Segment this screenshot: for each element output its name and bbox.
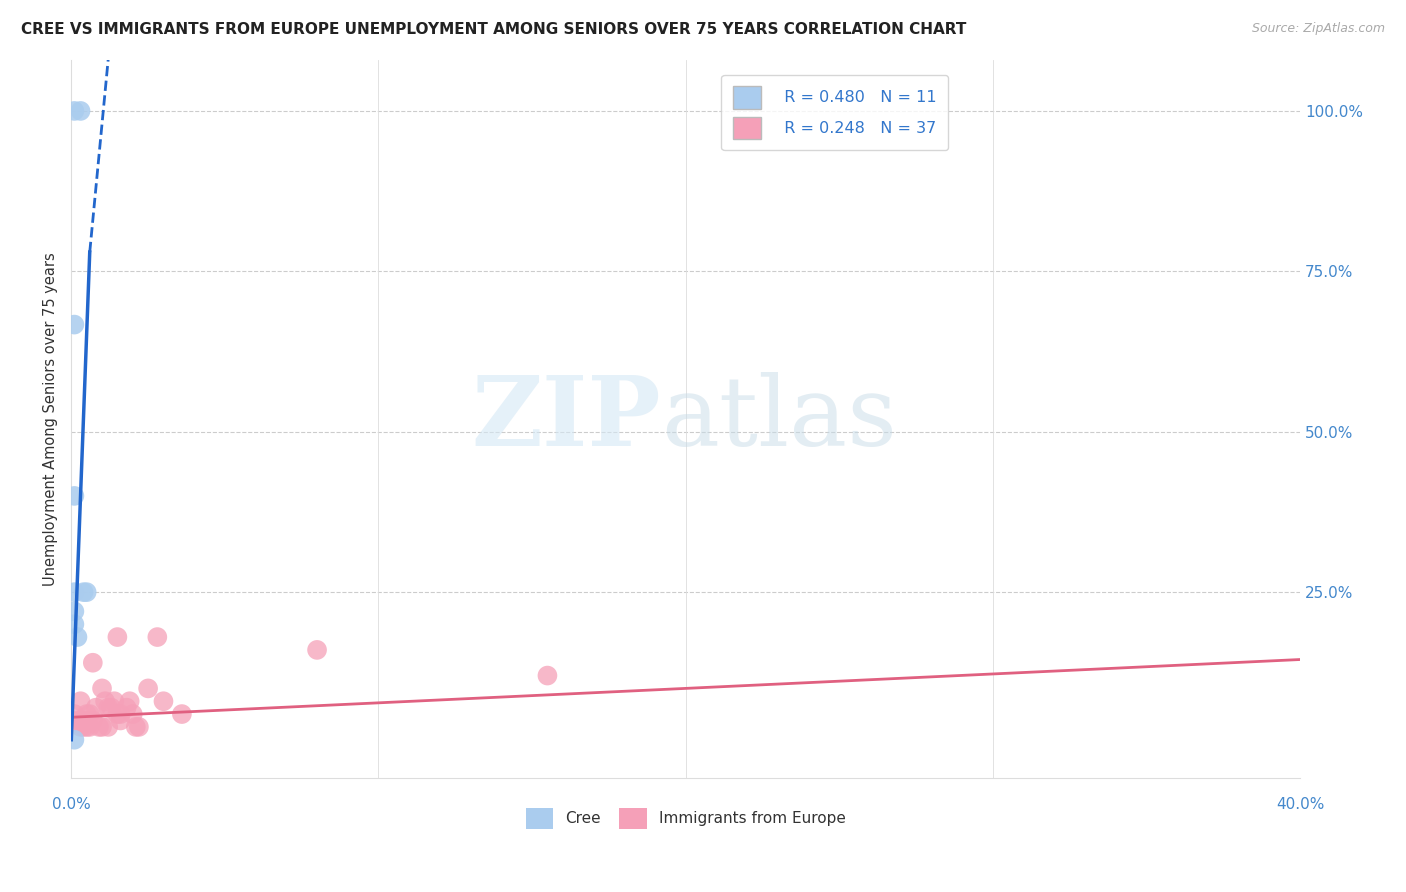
Text: CREE VS IMMIGRANTS FROM EUROPE UNEMPLOYMENT AMONG SENIORS OVER 75 YEARS CORRELAT: CREE VS IMMIGRANTS FROM EUROPE UNEMPLOYM… [21,22,966,37]
Point [72,585,94,599]
Point [91,720,114,734]
Point [76,585,98,599]
Point [146,630,169,644]
Point [536,668,558,682]
Point [79,707,101,722]
Point [63,489,86,503]
Text: 0.0%: 0.0% [52,797,91,812]
Point [105,630,128,644]
Point [63,604,86,618]
Text: 40.0%: 40.0% [1275,797,1324,812]
Point [79,720,101,734]
Point [72,714,94,728]
Point [63,732,86,747]
Point [105,707,128,722]
Point [82,656,104,670]
Point [103,694,125,708]
Point [66,714,89,728]
Point [118,694,141,708]
Legend: Cree, Immigrants from Europe: Cree, Immigrants from Europe [519,801,852,835]
Point [69,714,91,728]
Text: ZIP: ZIP [471,372,661,466]
Point [66,630,89,644]
Point [72,720,94,734]
Y-axis label: Unemployment Among Seniors over 75 years: Unemployment Among Seniors over 75 years [44,252,58,586]
Point [63,585,86,599]
Point [84,700,107,714]
Point [69,103,91,118]
Point [121,707,143,722]
Point [97,720,120,734]
Point [82,714,104,728]
Point [91,681,114,696]
Point [170,707,193,722]
Point [63,318,86,332]
Point [152,694,174,708]
Point [307,643,329,657]
Point [110,707,132,722]
Point [76,707,98,722]
Point [97,700,120,714]
Point [69,720,91,734]
Text: atlas: atlas [661,372,897,466]
Point [100,700,122,714]
Point [136,681,159,696]
Point [76,720,98,734]
Point [115,700,138,714]
Point [87,720,110,734]
Point [63,707,86,722]
Point [63,617,86,632]
Point [69,694,91,708]
Point [63,103,86,118]
Point [125,720,148,734]
Point [128,720,150,734]
Point [110,714,132,728]
Point [94,694,117,708]
Text: Source: ZipAtlas.com: Source: ZipAtlas.com [1251,22,1385,36]
